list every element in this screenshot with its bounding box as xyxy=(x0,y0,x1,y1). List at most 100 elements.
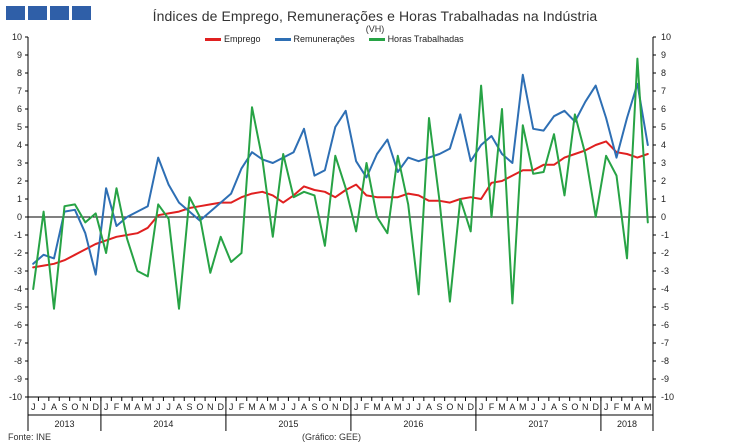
y-tick-label-left: 3 xyxy=(17,158,22,168)
legend-swatch xyxy=(368,37,385,41)
x-tick-label: S xyxy=(186,402,192,412)
y-tick-label-right: 10 xyxy=(661,32,671,42)
x-tick-label: M xyxy=(269,402,277,412)
y-tick-label-right: -6 xyxy=(661,320,669,330)
x-tick-label: D xyxy=(342,402,349,412)
y-tick-label-right: -2 xyxy=(661,248,669,258)
year-label: 2017 xyxy=(528,419,548,429)
y-tick-label-right: -8 xyxy=(661,356,669,366)
year-label: 2013 xyxy=(54,419,74,429)
x-tick-label: A xyxy=(551,402,557,412)
legend-item-emprego: Emprego xyxy=(205,34,261,44)
x-tick-label: J xyxy=(406,402,411,412)
x-tick-label: S xyxy=(61,402,67,412)
year-label: 2015 xyxy=(278,419,298,429)
legend-item-remuneracoes: Remunerações xyxy=(274,34,355,44)
credit-note: (Gráfico: GEE) xyxy=(302,432,362,442)
y-tick-label-left: 7 xyxy=(17,86,22,96)
x-tick-label: A xyxy=(134,402,140,412)
x-tick-label: J xyxy=(166,402,171,412)
y-tick-label-left: 9 xyxy=(17,50,22,60)
x-tick-label: O xyxy=(446,402,453,412)
x-tick-label: J xyxy=(104,402,109,412)
gee-logo xyxy=(6,6,91,20)
x-tick-label: M xyxy=(123,402,131,412)
x-tick-label: N xyxy=(82,402,89,412)
y-tick-label-right: -3 xyxy=(661,266,669,276)
x-tick-label: M xyxy=(644,402,652,412)
y-tick-label-left: -5 xyxy=(14,302,22,312)
legend-label: Horas Trabalhadas xyxy=(387,34,464,44)
y-tick-label-right: 3 xyxy=(661,158,666,168)
y-tick-label-left: -6 xyxy=(14,320,22,330)
y-tick-label-right: 6 xyxy=(661,104,666,114)
y-tick-label-left: -2 xyxy=(14,248,22,258)
x-tick-label: A xyxy=(426,402,432,412)
y-tick-label-left: 6 xyxy=(17,104,22,114)
y-tick-label-left: 0 xyxy=(17,212,22,222)
x-tick-label: J xyxy=(479,402,484,412)
logo-block xyxy=(28,6,47,20)
year-label: 2018 xyxy=(617,419,637,429)
x-tick-label: F xyxy=(239,402,245,412)
logo-block xyxy=(6,6,25,20)
y-tick-label-right: 7 xyxy=(661,86,666,96)
y-tick-label-left: -4 xyxy=(14,284,22,294)
x-tick-label: N xyxy=(582,402,589,412)
x-tick-label: M xyxy=(373,402,381,412)
y-tick-label-left: 4 xyxy=(17,140,22,150)
x-tick-label: N xyxy=(457,402,464,412)
x-tick-label: M xyxy=(394,402,402,412)
y-tick-label-left: -9 xyxy=(14,374,22,384)
y-tick-label-left: 5 xyxy=(17,122,22,132)
x-tick-label: D xyxy=(467,402,474,412)
x-tick-label: O xyxy=(71,402,78,412)
year-label: 2016 xyxy=(403,419,423,429)
x-tick-label: A xyxy=(634,402,640,412)
y-tick-label-right: -4 xyxy=(661,284,669,294)
legend-item-horas: Horas Trabalhadas xyxy=(368,34,464,44)
y-tick-label-right: -7 xyxy=(661,338,669,348)
y-tick-label-right: 1 xyxy=(661,194,666,204)
legend-swatch xyxy=(205,37,221,41)
x-tick-label: A xyxy=(509,402,515,412)
x-tick-label: S xyxy=(311,402,317,412)
x-tick-label: O xyxy=(196,402,203,412)
legend-swatch xyxy=(274,37,291,41)
x-tick-label: M xyxy=(144,402,152,412)
y-tick-label-right: -1 xyxy=(661,230,669,240)
series-line-remunera-es xyxy=(32,73,649,276)
series-line-horas-trabalhadas xyxy=(32,57,649,310)
x-tick-label: N xyxy=(207,402,214,412)
x-tick-label: D xyxy=(217,402,224,412)
source-note: Fonte: INE xyxy=(8,432,52,442)
y-tick-label-left: -8 xyxy=(14,356,22,366)
y-tick-label-left: 2 xyxy=(17,176,22,186)
x-tick-label: S xyxy=(436,402,442,412)
x-tick-label: J xyxy=(31,402,36,412)
y-tick-label-left: 1 xyxy=(17,194,22,204)
chart-title: Índices de Emprego, Remunerações e Horas… xyxy=(152,8,598,24)
x-tick-label: O xyxy=(571,402,578,412)
y-tick-label-left: 10 xyxy=(12,32,22,42)
x-tick-label: A xyxy=(176,402,182,412)
x-tick-label: J xyxy=(604,402,609,412)
x-tick-label: A xyxy=(51,402,57,412)
x-tick-label: M xyxy=(623,402,631,412)
y-tick-label-right: -5 xyxy=(661,302,669,312)
series-line-emprego xyxy=(32,140,649,269)
y-tick-label-right: 4 xyxy=(661,140,666,150)
x-tick-label: F xyxy=(364,402,370,412)
x-tick-label: J xyxy=(416,402,421,412)
x-tick-label: A xyxy=(301,402,307,412)
y-tick-label-right: -9 xyxy=(661,374,669,384)
y-tick-label-left: -10 xyxy=(9,392,22,402)
x-tick-label: M xyxy=(248,402,256,412)
y-tick-label-left: -3 xyxy=(14,266,22,276)
x-tick-label: J xyxy=(541,402,546,412)
y-tick-label-right: 0 xyxy=(661,212,666,222)
legend-label: Emprego xyxy=(224,34,261,44)
x-tick-label: J xyxy=(291,402,296,412)
x-tick-label: J xyxy=(41,402,46,412)
